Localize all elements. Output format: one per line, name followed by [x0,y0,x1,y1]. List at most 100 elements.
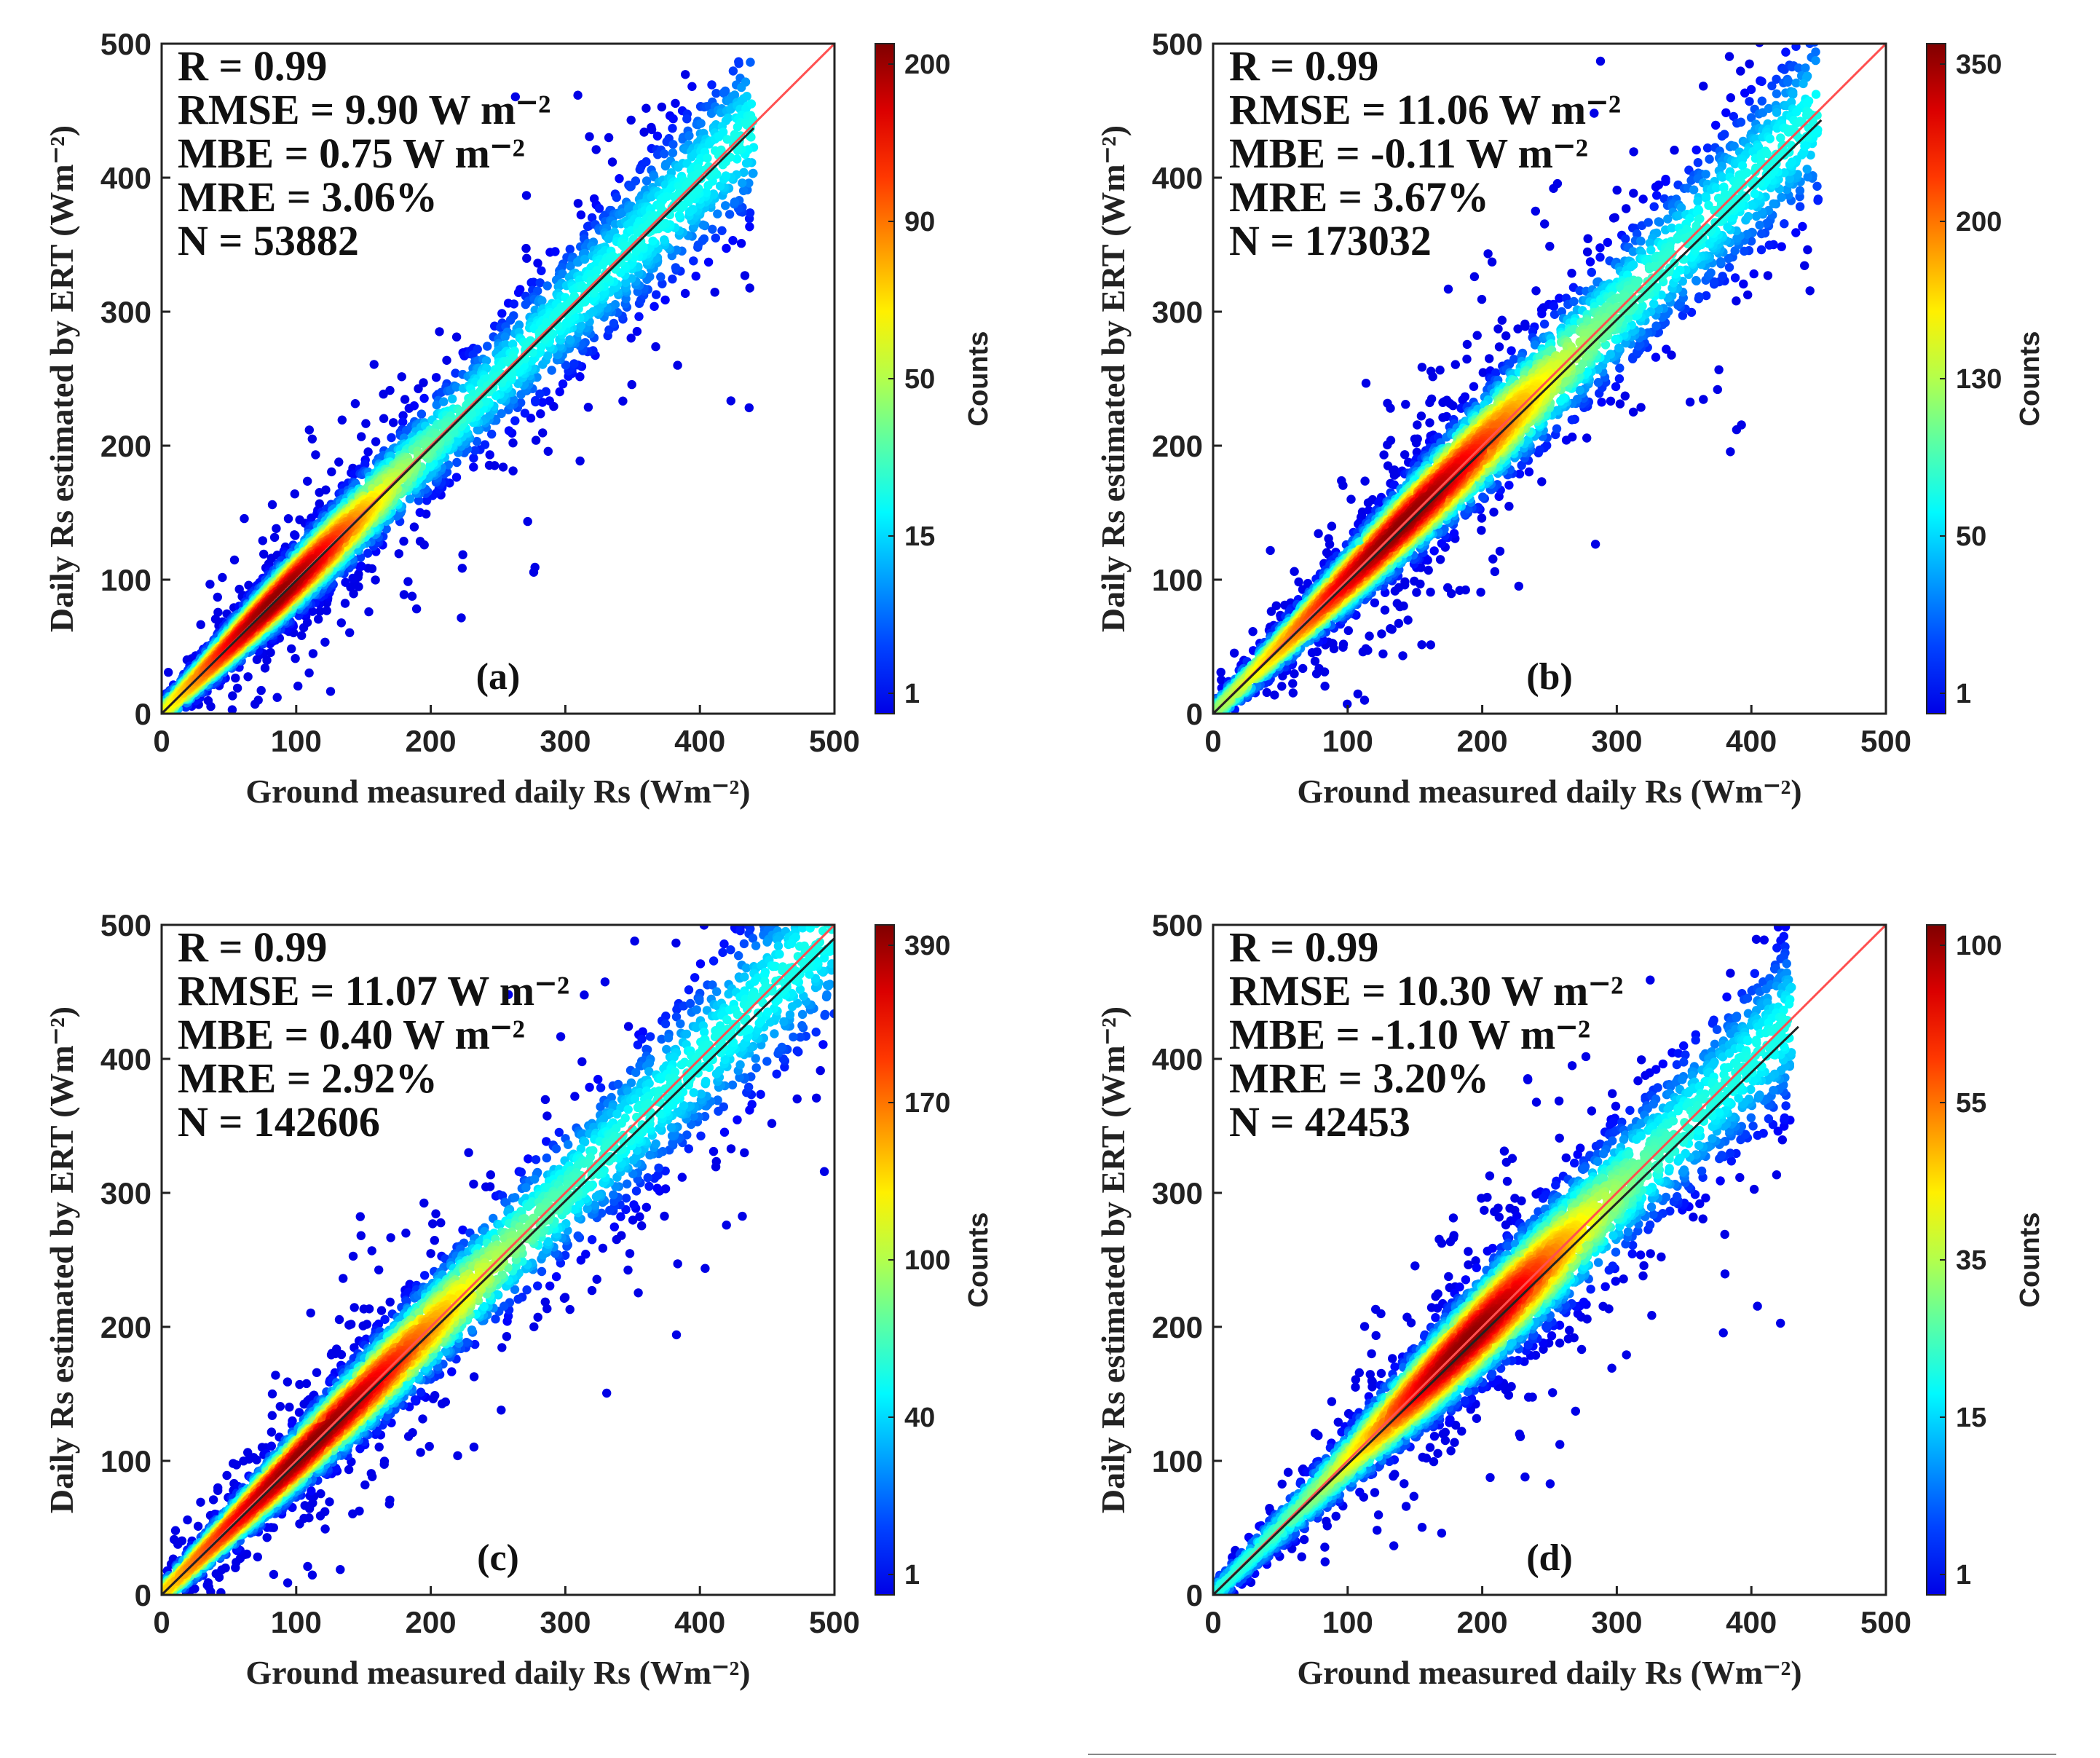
data-point [713,209,722,218]
data-point [745,222,754,232]
data-point [560,7,569,15]
data-point [290,489,299,499]
data-point [575,372,585,382]
data-point [573,90,583,100]
data-point [555,387,564,397]
data-point [458,550,467,559]
data-point [256,685,266,695]
data-point [741,159,751,168]
data-point [538,428,548,438]
data-point [545,396,554,406]
data-point [634,312,644,321]
data-point [415,537,425,546]
data-point [728,236,738,245]
data-point [656,272,666,282]
data-point [721,201,730,210]
data-point [355,562,365,572]
data-point [634,31,643,40]
data-point [565,245,575,254]
data-point [382,524,391,534]
density-scatter [162,1,759,714]
data-point [321,485,331,494]
data-point [648,236,658,246]
data-point [687,82,697,92]
data-point [547,366,556,375]
data-point [530,305,540,315]
data-point [580,254,590,264]
data-point [732,31,741,40]
data-point [320,637,330,647]
data-point [439,397,449,406]
data-point [699,234,709,244]
data-point [743,145,753,154]
data-point [576,320,586,331]
data-point [711,233,720,243]
data-point [480,440,490,449]
data-point [232,683,242,693]
data-point [609,318,619,328]
data-point [635,165,644,175]
data-point [535,278,545,288]
data-point [308,649,318,658]
data-point [639,127,649,137]
data-point [684,131,694,141]
data-point [569,359,579,368]
data-point [473,425,482,435]
data-point [399,537,408,546]
data-point [213,607,223,617]
data-point [612,192,621,202]
data-point [523,516,532,527]
data-point [558,379,568,389]
data-point [243,672,253,682]
data-point [745,283,754,293]
data-point [621,277,631,288]
data-point [457,564,467,573]
data-point [577,283,587,293]
data-point [322,606,331,615]
data-point [510,416,520,425]
data-point [615,174,624,184]
data-point [746,99,757,109]
data-point [668,275,677,284]
data-point [660,149,669,159]
data-point [658,279,667,288]
data-point [703,181,713,190]
data-point [740,271,750,280]
data-point [632,326,642,336]
data-point [218,572,227,583]
data-point [387,433,396,443]
data-point [734,59,743,68]
data-point [650,301,659,311]
data-point [210,614,221,624]
data-point [733,154,742,164]
data-point [738,21,746,30]
data-point [591,145,601,154]
panel-a: 0 100 200 300 400 500 0 100 200 300 400 500 Ground m… [0,0,1049,874]
data-point [681,70,690,79]
data-point [536,409,545,419]
data-point [405,494,415,504]
data-point [722,135,732,144]
data-point [341,578,350,587]
data-point [647,125,657,135]
data-point [451,473,462,482]
data-point [624,204,633,214]
data-point [452,436,462,446]
data-point [736,239,746,248]
data-point [746,58,755,67]
data-point [714,1,722,9]
data-point [451,382,461,392]
data-point [164,668,173,677]
data-point [573,199,583,208]
data-point [516,398,526,408]
data-point [652,290,661,299]
data-point [231,673,240,683]
data-point [431,373,441,382]
data-point [472,436,482,446]
data-point [357,432,366,441]
data-point [291,654,300,663]
data-point [660,235,669,245]
data-point [703,153,712,163]
data-point [304,425,314,435]
data-point [469,453,478,463]
